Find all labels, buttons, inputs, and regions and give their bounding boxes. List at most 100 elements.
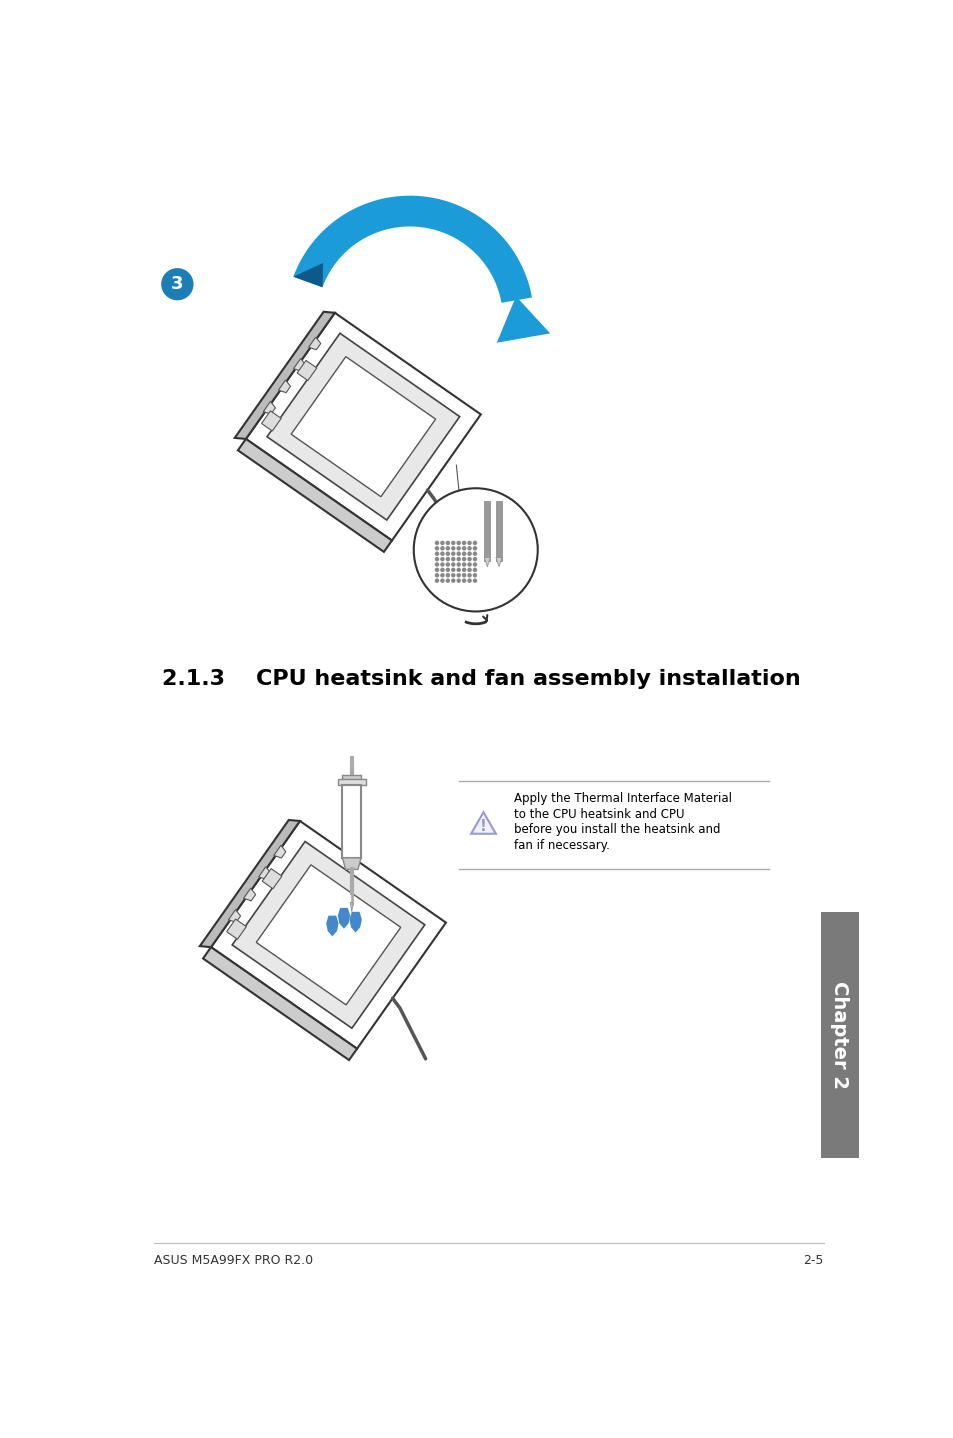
Circle shape [473, 580, 476, 582]
Circle shape [440, 574, 443, 577]
Circle shape [473, 541, 476, 545]
Polygon shape [344, 787, 359, 856]
Circle shape [456, 546, 459, 549]
Polygon shape [342, 858, 360, 870]
Circle shape [414, 489, 537, 611]
Circle shape [446, 580, 449, 582]
Polygon shape [256, 864, 400, 1005]
Circle shape [452, 568, 455, 571]
Circle shape [468, 574, 471, 577]
Circle shape [468, 546, 471, 549]
Circle shape [468, 541, 471, 545]
Circle shape [468, 580, 471, 582]
Circle shape [435, 568, 438, 571]
Text: Chapter 2: Chapter 2 [829, 981, 848, 1089]
Circle shape [435, 546, 438, 549]
Polygon shape [342, 785, 360, 858]
Polygon shape [203, 948, 356, 1060]
Text: 2-5: 2-5 [802, 1254, 822, 1267]
Circle shape [446, 574, 449, 577]
Circle shape [446, 568, 449, 571]
Circle shape [462, 541, 465, 545]
Polygon shape [211, 821, 445, 1048]
Circle shape [440, 558, 443, 561]
Circle shape [446, 541, 449, 545]
Circle shape [456, 568, 459, 571]
Polygon shape [337, 907, 350, 929]
Polygon shape [293, 196, 532, 303]
Polygon shape [337, 779, 365, 785]
Circle shape [435, 562, 438, 567]
Circle shape [435, 580, 438, 582]
Circle shape [440, 546, 443, 549]
Circle shape [452, 552, 455, 555]
Polygon shape [227, 919, 246, 939]
Text: 2.1.3    CPU heatsink and fan assembly installation: 2.1.3 CPU heatsink and fan assembly inst… [162, 669, 800, 689]
Text: Apply the Thermal Interface Material: Apply the Thermal Interface Material [514, 792, 732, 805]
Circle shape [452, 562, 455, 567]
Circle shape [462, 574, 465, 577]
Text: before you install the heatsink and: before you install the heatsink and [514, 823, 720, 837]
Polygon shape [350, 903, 353, 912]
Circle shape [456, 541, 459, 545]
Circle shape [473, 552, 476, 555]
Text: !: ! [479, 820, 486, 834]
Circle shape [473, 562, 476, 567]
Polygon shape [326, 916, 338, 936]
Polygon shape [261, 411, 281, 431]
Polygon shape [274, 846, 286, 858]
Circle shape [440, 552, 443, 555]
Circle shape [456, 558, 459, 561]
Circle shape [456, 580, 459, 582]
Circle shape [452, 574, 455, 577]
Circle shape [473, 568, 476, 571]
Circle shape [452, 541, 455, 545]
Polygon shape [243, 889, 255, 900]
Polygon shape [234, 312, 335, 439]
Circle shape [456, 562, 459, 567]
Circle shape [456, 574, 459, 577]
Circle shape [440, 562, 443, 567]
Polygon shape [258, 867, 271, 880]
Polygon shape [484, 558, 490, 567]
Circle shape [446, 546, 449, 549]
Text: ASUS M5A99FX PRO R2.0: ASUS M5A99FX PRO R2.0 [154, 1254, 313, 1267]
Circle shape [473, 546, 476, 549]
Polygon shape [246, 313, 480, 541]
Circle shape [456, 552, 459, 555]
Circle shape [435, 574, 438, 577]
Polygon shape [262, 869, 281, 889]
Polygon shape [228, 910, 240, 922]
Text: fan if necessary.: fan if necessary. [514, 838, 610, 851]
Polygon shape [294, 358, 305, 371]
Circle shape [468, 558, 471, 561]
Circle shape [452, 546, 455, 549]
Polygon shape [349, 912, 361, 933]
Circle shape [473, 558, 476, 561]
Polygon shape [293, 263, 323, 288]
Circle shape [468, 568, 471, 571]
Circle shape [452, 580, 455, 582]
Polygon shape [232, 841, 424, 1028]
Text: 3: 3 [171, 275, 183, 293]
Polygon shape [342, 775, 360, 781]
Circle shape [440, 541, 443, 545]
Circle shape [452, 558, 455, 561]
Circle shape [462, 580, 465, 582]
Circle shape [435, 552, 438, 555]
Circle shape [462, 562, 465, 567]
Polygon shape [278, 380, 291, 393]
Polygon shape [296, 361, 316, 381]
Circle shape [440, 580, 443, 582]
Polygon shape [820, 912, 858, 1158]
Polygon shape [471, 812, 496, 834]
Text: to the CPU heatsink and CPU: to the CPU heatsink and CPU [514, 808, 684, 821]
Circle shape [162, 269, 193, 299]
Circle shape [462, 568, 465, 571]
Circle shape [440, 568, 443, 571]
Circle shape [473, 574, 476, 577]
Circle shape [468, 552, 471, 555]
Circle shape [462, 552, 465, 555]
Polygon shape [497, 296, 550, 342]
Polygon shape [267, 334, 459, 521]
